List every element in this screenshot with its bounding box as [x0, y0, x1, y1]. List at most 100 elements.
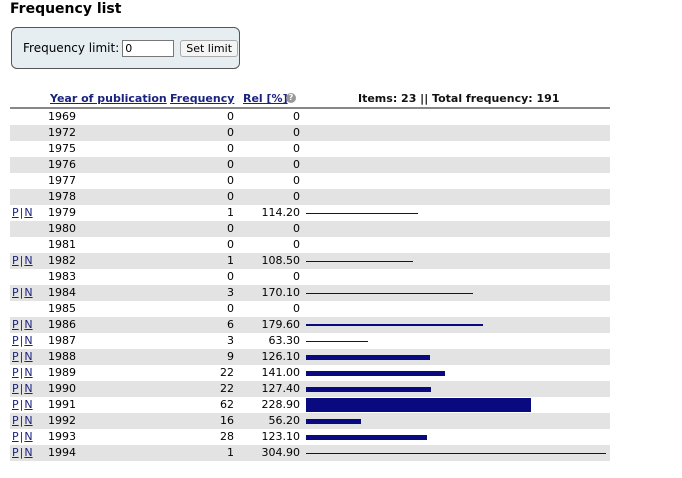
- n-link[interactable]: N: [24, 286, 33, 299]
- rel-cell: 0: [293, 238, 300, 251]
- frequency-limit-label: Frequency limit:: [23, 41, 120, 55]
- rel-cell: 0: [293, 222, 300, 235]
- frequency-cell: 1: [227, 254, 234, 267]
- frequency-cell: 6: [227, 318, 234, 331]
- table-body: 1969 0 0 1972 0 0 1975 0 0 1976 0 0 1977 0 0 1978 0 0 P|N 1…: [10, 109, 610, 461]
- pn-links: P|N: [12, 205, 33, 221]
- p-link[interactable]: P: [12, 382, 19, 395]
- n-link[interactable]: N: [24, 398, 33, 411]
- year-cell: 1981: [48, 238, 76, 251]
- frequency-cell: 22: [220, 366, 234, 379]
- frequency-cell: 0: [227, 302, 234, 315]
- p-link[interactable]: P: [12, 366, 19, 379]
- link-separator: |: [19, 286, 24, 299]
- table-row: 1981 0 0: [10, 237, 610, 253]
- frequency-cell: 28: [220, 430, 234, 443]
- link-separator: |: [19, 366, 24, 379]
- year-cell: 1980: [48, 222, 76, 235]
- p-link[interactable]: P: [12, 318, 19, 331]
- year-cell: 1976: [48, 158, 76, 171]
- p-link[interactable]: P: [12, 206, 19, 219]
- pn-links: P|N: [12, 397, 33, 413]
- pn-links: P|N: [12, 317, 33, 333]
- table-row: P|N 1989 22 141.00: [10, 365, 610, 381]
- help-icon[interactable]: ?: [286, 93, 296, 103]
- n-link[interactable]: N: [24, 318, 33, 331]
- pn-links: P|N: [12, 333, 33, 349]
- n-link[interactable]: N: [24, 430, 33, 443]
- frequency-cell: 1: [227, 206, 234, 219]
- table-row: 1977 0 0: [10, 173, 610, 189]
- table-row: P|N 1982 1 108.50: [10, 253, 610, 269]
- year-cell: 1975: [48, 142, 76, 155]
- frequency-cell: 0: [227, 110, 234, 123]
- rel-cell: 0: [293, 190, 300, 203]
- table-row: P|N 1990 22 127.40: [10, 381, 610, 397]
- n-link[interactable]: N: [24, 366, 33, 379]
- pn-links: P|N: [12, 413, 33, 429]
- rel-cell: 304.90: [261, 446, 301, 459]
- year-cell: 1977: [48, 174, 76, 187]
- frequency-cell: 1: [227, 446, 234, 459]
- pn-links: P|N: [12, 285, 33, 301]
- year-cell: 1989: [48, 366, 76, 379]
- frequency-cell: 3: [227, 334, 234, 347]
- pn-links: P|N: [12, 381, 33, 397]
- sort-year-link[interactable]: Year of publication: [50, 92, 167, 105]
- table-row: 1985 0 0: [10, 301, 610, 317]
- p-link[interactable]: P: [12, 430, 19, 443]
- frequency-bar: [306, 387, 431, 392]
- n-link[interactable]: N: [24, 334, 33, 347]
- p-link[interactable]: P: [12, 414, 19, 427]
- year-cell: 1994: [48, 446, 76, 459]
- rel-cell: 228.90: [261, 398, 301, 411]
- table-row: 1975 0 0: [10, 141, 610, 157]
- sort-frequency-link[interactable]: Frequency: [170, 92, 235, 105]
- n-link[interactable]: N: [24, 446, 33, 459]
- rel-cell: 0: [293, 302, 300, 315]
- page-title: Frequency list: [10, 1, 122, 17]
- rel-cell: 0: [293, 110, 300, 123]
- set-limit-button[interactable]: Set limit: [180, 39, 239, 57]
- frequency-cell: 0: [227, 270, 234, 283]
- year-cell: 1988: [48, 350, 76, 363]
- n-link[interactable]: N: [24, 414, 33, 427]
- n-link[interactable]: N: [24, 254, 33, 267]
- n-link[interactable]: N: [24, 206, 33, 219]
- frequency-cell: 0: [227, 222, 234, 235]
- p-link[interactable]: P: [12, 254, 19, 267]
- link-separator: |: [19, 350, 24, 363]
- frequency-cell: 0: [227, 142, 234, 155]
- table-row: P|N 1979 1 114.20: [10, 205, 610, 221]
- year-cell: 1978: [48, 190, 76, 203]
- table-row: P|N 1986 6 179.60: [10, 317, 610, 333]
- pn-links: P|N: [12, 253, 33, 269]
- pn-links: P|N: [12, 365, 33, 381]
- frequency-bar: [306, 453, 606, 454]
- p-link[interactable]: P: [12, 334, 19, 347]
- frequency-bar: [306, 419, 361, 424]
- link-separator: |: [19, 398, 24, 411]
- frequency-bar: [306, 261, 413, 262]
- pn-links: P|N: [12, 445, 33, 461]
- p-link[interactable]: P: [12, 398, 19, 411]
- n-link[interactable]: N: [24, 382, 33, 395]
- frequency-limit-input[interactable]: [122, 39, 175, 57]
- frequency-cell: 0: [227, 190, 234, 203]
- rel-cell: 126.10: [261, 350, 301, 363]
- rel-cell: 0: [293, 126, 300, 139]
- p-link[interactable]: P: [12, 286, 19, 299]
- frequency-cell: 0: [227, 174, 234, 187]
- table-row: P|N 1987 3 63.30: [10, 333, 610, 349]
- n-link[interactable]: N: [24, 350, 33, 363]
- frequency-cell: 0: [227, 238, 234, 251]
- rel-cell: 0: [293, 142, 300, 155]
- year-cell: 1979: [48, 206, 76, 219]
- link-separator: |: [19, 446, 24, 459]
- year-cell: 1985: [48, 302, 76, 315]
- p-link[interactable]: P: [12, 446, 19, 459]
- rel-cell: 63.30: [268, 334, 301, 347]
- sort-rel-link[interactable]: Rel [%]: [243, 92, 288, 105]
- frequency-cell: 0: [227, 158, 234, 171]
- p-link[interactable]: P: [12, 350, 19, 363]
